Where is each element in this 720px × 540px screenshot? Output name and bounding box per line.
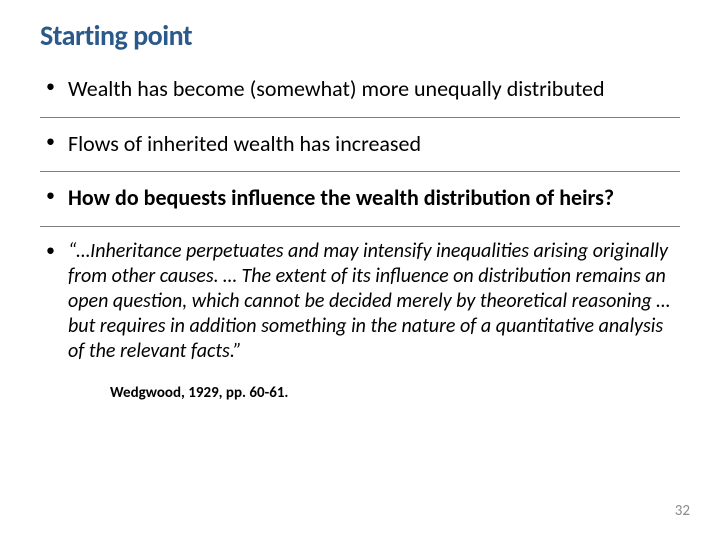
list-item: How do bequests influence the wealth dis… bbox=[40, 184, 680, 212]
list-item: Flows of inherited wealth has increased bbox=[40, 130, 680, 158]
bullet-text-4: “…Inheritance perpetuates and may intens… bbox=[68, 239, 680, 364]
bullet-text-1: Wealth has become (somewhat) more unequa… bbox=[68, 75, 680, 103]
divider bbox=[40, 226, 680, 227]
bullet-text-3: How do bequests influence the wealth dis… bbox=[68, 184, 680, 212]
divider bbox=[40, 171, 680, 172]
list-item: Wealth has become (somewhat) more unequa… bbox=[40, 75, 680, 103]
slide-title: Starting point bbox=[40, 18, 680, 53]
page-number: 32 bbox=[675, 502, 690, 520]
divider bbox=[40, 117, 680, 118]
bullet-text-2: Flows of inherited wealth has increased bbox=[68, 130, 680, 158]
bullet-list: Wealth has become (somewhat) more unequa… bbox=[40, 75, 680, 364]
slide: Starting point Wealth has become (somewh… bbox=[0, 0, 720, 540]
list-item: “…Inheritance perpetuates and may intens… bbox=[40, 239, 680, 364]
citation: Wedgwood, 1929, pp. 60-61. bbox=[110, 384, 680, 402]
